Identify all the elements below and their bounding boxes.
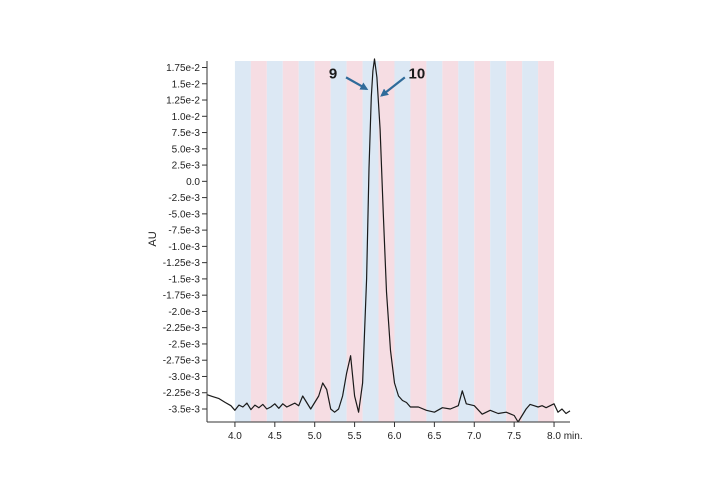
y-tick-label: -1.5e-3 xyxy=(168,274,200,285)
background-band xyxy=(266,61,283,422)
x-tick-label: 7.0 xyxy=(467,431,481,442)
peak-label: 9 xyxy=(329,65,337,82)
trace-layer xyxy=(206,58,571,423)
background-band xyxy=(474,61,491,422)
background-band xyxy=(522,61,539,422)
background-band xyxy=(346,61,363,422)
y-tick-label: 1.0e-2 xyxy=(172,112,201,123)
background-band xyxy=(330,61,347,422)
x-tick-label: 6.5 xyxy=(427,431,441,442)
y-tick-label: -2.25e-3 xyxy=(163,388,201,399)
background-band xyxy=(314,61,331,422)
background-band xyxy=(426,61,443,422)
background-band xyxy=(250,61,267,422)
peak-arrow xyxy=(380,76,406,97)
x-tick-label: 5.0 xyxy=(308,431,322,442)
y-tick-label: 1.25e-2 xyxy=(166,96,200,107)
x-axis-ticks: 4.0 4.5 5.0 5.5 6.0 6.5 7.0 7.5 8.0 min. xyxy=(228,422,583,442)
background-band xyxy=(378,61,395,422)
y-tick-label: 2.5e-3 xyxy=(172,161,201,172)
background-band xyxy=(298,61,315,422)
y-tick-label: -7.5e-3 xyxy=(168,226,200,237)
y-axis-label: AU xyxy=(147,231,159,246)
peak-annotations: 9 10 xyxy=(329,65,425,97)
background-band xyxy=(394,61,411,422)
y-tick-label: -2.25e-3 xyxy=(163,323,201,334)
background-band xyxy=(458,61,475,422)
y-tick-label: -2.5e-3 xyxy=(168,339,200,350)
background-band xyxy=(362,61,379,422)
y-tick-label: -5.0e-3 xyxy=(168,209,200,220)
y-tick-label: -2.5e-3 xyxy=(168,193,200,204)
peak-arrow xyxy=(345,76,369,90)
y-tick-label: -2.75e-3 xyxy=(163,356,201,367)
peak-label: 10 xyxy=(408,65,425,82)
y-tick-label: 5.0e-3 xyxy=(172,144,201,155)
y-tick-label: 7.5e-3 xyxy=(172,128,201,139)
x-tick-label: 7.5 xyxy=(507,431,521,442)
background-bands xyxy=(234,61,555,422)
chromatogram-trace xyxy=(206,58,571,423)
x-tick-label: 8.0 min. xyxy=(547,431,583,442)
y-tick-label: -1.0e-3 xyxy=(168,242,200,253)
background-band xyxy=(506,61,523,422)
x-tick-label: 4.0 xyxy=(228,431,242,442)
y-tick-label: -1.75e-3 xyxy=(163,291,201,302)
background-band xyxy=(538,61,555,422)
background-band xyxy=(490,61,507,422)
y-tick-label: 1.75e-2 xyxy=(166,63,200,74)
x-tick-label: 4.5 xyxy=(268,431,282,442)
x-tick-label: 6.0 xyxy=(388,431,402,442)
y-tick-label: 0.0 xyxy=(186,177,200,188)
y-tick-label: -2.0e-3 xyxy=(168,307,200,318)
background-band xyxy=(234,61,251,422)
background-band xyxy=(282,61,299,422)
y-tick-label: -3.5e-3 xyxy=(168,404,200,415)
y-axis-ticks: 1.75e-2 1.5e-2 1.25e-2 1.0e-2 7.5e-3 5.0e-3 2.… xyxy=(163,63,207,415)
background-band xyxy=(410,61,427,422)
axes xyxy=(206,61,570,423)
y-tick-label: -1.25e-3 xyxy=(163,258,201,269)
y-tick-label: -3.0e-3 xyxy=(168,372,200,383)
x-tick-label: 5.5 xyxy=(348,431,362,442)
y-tick-label: 1.5e-2 xyxy=(172,79,201,90)
background-band xyxy=(442,61,459,422)
